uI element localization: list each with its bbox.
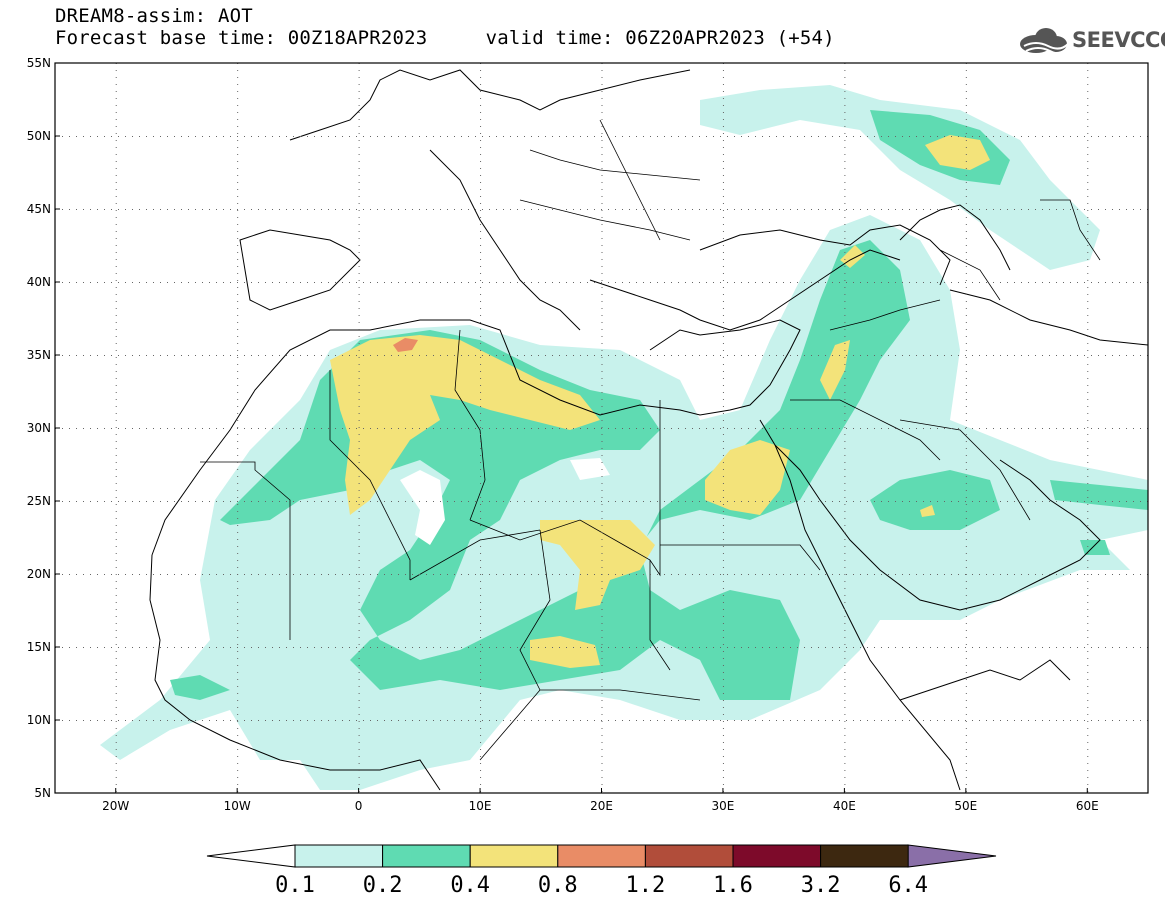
- colorbar-arrow-right: [907, 844, 997, 868]
- lon-label: 60E: [1076, 799, 1099, 813]
- aot-gap: [570, 458, 610, 480]
- lat-label: 30N: [27, 421, 51, 435]
- lon-label: 30E: [712, 799, 735, 813]
- forecast-time-line: Forecast base time: 00Z18APR2023 valid t…: [55, 27, 835, 49]
- colorbar-box: [294, 844, 384, 868]
- colorbar-label: 0.2: [363, 873, 403, 898]
- lon-label: 20W: [102, 799, 129, 813]
- seevccc-logo: SEEVCCC: [1016, 22, 1165, 58]
- colorbar: 0.1 0.2 0.4 0.8 1.2 1.6 3.2 6.4: [206, 844, 997, 898]
- cloud-icon: [1020, 28, 1069, 55]
- lat-label: 20N: [27, 567, 51, 581]
- lon-label: 40E: [833, 799, 856, 813]
- colorbar-arrow-left: [206, 844, 296, 868]
- longitude-labels: 20W 10W 0 10E 20E 30E 40E 50E 60E: [102, 788, 1099, 813]
- logo-text: SEEVCCC: [1072, 28, 1165, 52]
- lat-label: 50N: [27, 129, 51, 143]
- map-title: DREAM8-assim: AOT: [55, 5, 253, 27]
- colorbar-label: 0.4: [450, 873, 490, 898]
- lat-label: 45N: [27, 202, 51, 216]
- graticule: [55, 63, 1148, 792]
- aot-gap: [400, 470, 445, 545]
- lat-label: 10N: [27, 713, 51, 727]
- lon-label: 0: [355, 799, 363, 813]
- colorbar-label: 0.1: [275, 873, 315, 898]
- colorbar-box: [820, 844, 909, 868]
- colorbar-label: 3.2: [801, 873, 841, 898]
- colorbar-label: 1.2: [626, 873, 666, 898]
- lon-label: 50E: [954, 799, 977, 813]
- colorbar-box: [382, 844, 471, 868]
- aot-level-0.8: [393, 338, 418, 352]
- lat-label: 55N: [27, 56, 51, 70]
- aot-field: [100, 85, 1148, 790]
- lat-label: 40N: [27, 275, 51, 289]
- colorbar-box: [732, 844, 822, 868]
- colorbar-label: 1.6: [713, 873, 753, 898]
- lon-label: 20E: [590, 799, 613, 813]
- colorbar-label: 6.4: [888, 873, 928, 898]
- lon-label: 10E: [469, 799, 492, 813]
- lat-label: 15N: [27, 640, 51, 654]
- latitude-labels: 55N 50N 45N 40N 35N 30N 25N 20N 15N 10N 5N: [27, 56, 60, 800]
- lat-label: 35N: [27, 348, 51, 362]
- country-borders: [200, 119, 1101, 761]
- lon-label: 10W: [224, 799, 251, 813]
- colorbar-label: 0.8: [538, 873, 578, 898]
- colorbar-box: [469, 844, 559, 868]
- colorbar-box: [644, 844, 734, 868]
- colorbar-box: [557, 844, 646, 868]
- lat-label: 25N: [27, 494, 51, 508]
- lat-label: 5N: [34, 786, 51, 800]
- coastlines: [149, 69, 1148, 791]
